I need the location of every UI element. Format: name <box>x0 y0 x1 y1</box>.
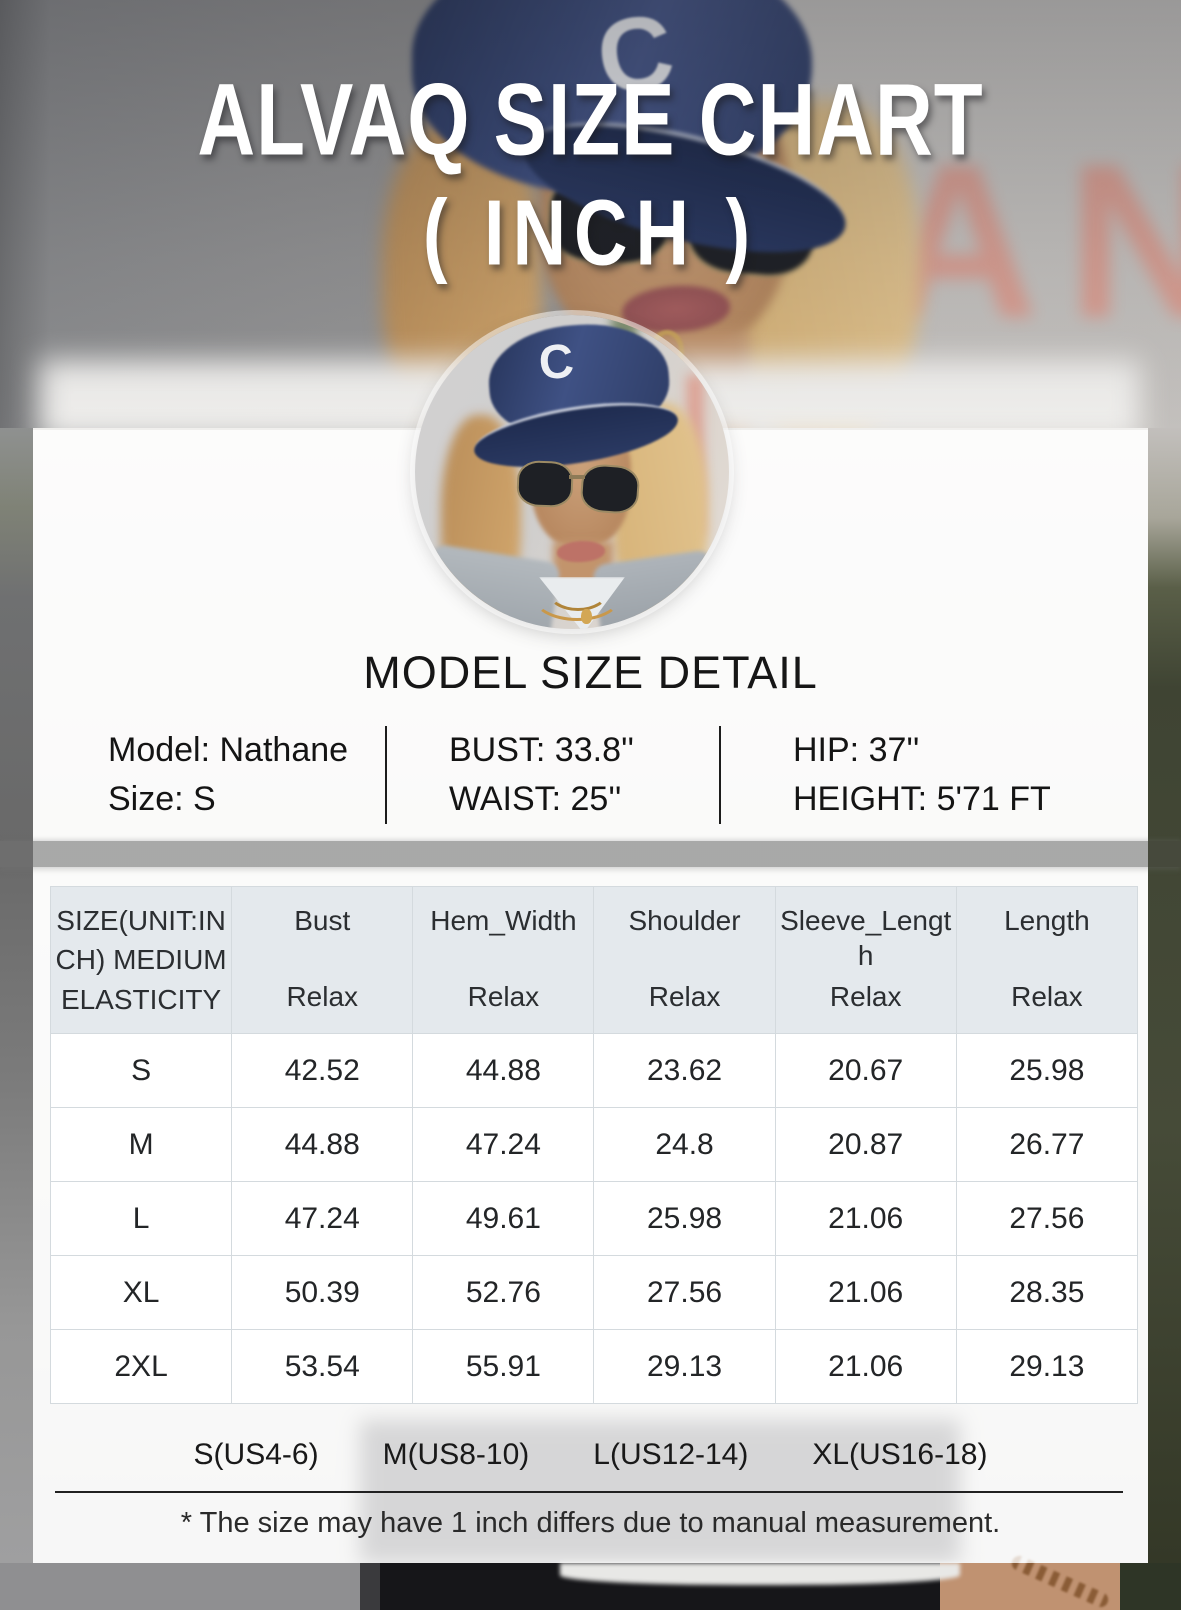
col-header-hem-width: Hem_Width Relax <box>412 886 595 1034</box>
circle-sunglasses-left-lens <box>516 460 574 508</box>
model-detail-col-hip-height: HIP: 37'' HEIGHT: 5'71 FT <box>719 726 1148 824</box>
table-row-2xl: 2XL 53.54 55.91 29.13 21.06 29.13 <box>49 1329 1139 1404</box>
model-size-detail-heading: MODEL SIZE DETAIL <box>363 647 818 698</box>
us-size-l: L(US12-14) <box>593 1438 749 1471</box>
fit-label: Relax <box>648 981 721 1012</box>
table-row-s: S 42.52 44.88 23.62 20.67 25.98 <box>49 1033 1139 1108</box>
table-row-l: L 47.24 49.61 25.98 21.06 27.56 <box>49 1181 1139 1256</box>
value-cell: 20.87 <box>774 1107 957 1182</box>
value-cell: 29.13 <box>593 1329 776 1404</box>
fit-label: Relax <box>1011 981 1083 1012</box>
col-name-length: Length <box>1004 905 1090 936</box>
us-size-xl: XL(US16-18) <box>812 1438 988 1471</box>
fit-label: Relax <box>467 981 540 1012</box>
value-cell: 21.06 <box>774 1181 957 1256</box>
storefront-sign-text: AN <box>880 120 1181 362</box>
value-cell: 27.56 <box>593 1255 776 1330</box>
size-label-cell: M <box>49 1107 233 1182</box>
unit-subtitle-text: ( INCH ) <box>422 180 759 285</box>
size-label-cell: 2XL <box>49 1329 233 1404</box>
value-cell: 24.8 <box>593 1107 776 1182</box>
model-detail-col-model: Model: Nathane Size: S <box>33 726 385 824</box>
value-cell: 44.88 <box>412 1033 595 1108</box>
value-cell: 49.61 <box>412 1181 595 1256</box>
value-cell: 21.06 <box>774 1329 957 1404</box>
model-detail-col-bust-waist: BUST: 33.8'' WAIST: 25'' <box>385 726 719 824</box>
circle-pendant <box>581 609 592 624</box>
model-photo-circle: C <box>415 315 729 629</box>
value-cell: 27.56 <box>955 1181 1139 1256</box>
fit-label: Relax <box>829 981 902 1012</box>
photo-right-margin <box>1148 428 1181 1563</box>
value-cell: 25.98 <box>955 1033 1139 1108</box>
col-header-bust: Bust Relax <box>231 886 414 1034</box>
page-title-text: ALVAQ SIZE CHART <box>197 62 984 177</box>
unit-subtitle: ( INCH ) <box>0 181 1181 285</box>
circle-necklace-inner <box>547 571 609 611</box>
model-detail-grid: Model: Nathane Size: S BUST: 33.8'' WAIS… <box>33 726 1148 824</box>
cap-letter: C <box>536 334 576 391</box>
model-name: Model: Nathane <box>108 731 349 769</box>
model-size: Size: S <box>108 780 216 818</box>
value-cell: 42.52 <box>231 1033 414 1108</box>
fit-label: Relax <box>286 981 359 1012</box>
col-header-length: Length Relax <box>955 886 1139 1034</box>
us-size-s: S(US4-6) <box>193 1438 319 1471</box>
value-cell: 23.62 <box>593 1033 776 1108</box>
col-header-size: SIZE(UNIT:INCH) MEDIUM ELASTICITY <box>49 886 233 1034</box>
us-size-m: M(US8-10) <box>382 1438 530 1471</box>
value-cell: 52.76 <box>412 1255 595 1330</box>
model-height: HEIGHT: 5'71 FT <box>793 780 1051 818</box>
circle-sunglasses-bridge <box>569 475 585 479</box>
value-cell: 53.54 <box>231 1329 414 1404</box>
value-cell: 21.06 <box>774 1255 957 1330</box>
model-waist: WAIST: 25'' <box>449 780 622 818</box>
table-row-m: M 44.88 47.24 24.8 20.87 26.77 <box>49 1107 1139 1182</box>
value-cell: 44.88 <box>231 1107 414 1182</box>
size-label-cell: L <box>49 1181 233 1256</box>
size-column-label: SIZE(UNIT:INCH) MEDIUM ELASTICITY <box>55 905 227 1015</box>
col-name-hem-width: Hem_Width <box>430 905 577 936</box>
photo-shirt-hem <box>560 1563 960 1585</box>
col-name-sleeve-length: Sleeve_Length <box>780 905 952 971</box>
measurement-footnote: * The size may have 1 inch differs due t… <box>180 1507 1001 1539</box>
value-cell: 47.24 <box>231 1181 414 1256</box>
value-cell: 25.98 <box>593 1181 776 1256</box>
value-cell: 55.91 <box>412 1329 595 1404</box>
table-row-xl: XL 50.39 52.76 27.56 21.06 28.35 <box>49 1255 1139 1330</box>
col-header-sleeve-length: Sleeve_Length Relax <box>774 886 957 1034</box>
size-chart-table: SIZE(UNIT:INCH) MEDIUM ELASTICITY Bust R… <box>49 886 1139 1404</box>
model-bust: BUST: 33.8'' <box>449 731 634 769</box>
size-label-cell: XL <box>49 1255 233 1330</box>
photo-gray-stripe <box>0 841 1181 867</box>
horizontal-divider <box>55 1491 1123 1493</box>
page-title: ALVAQ SIZE CHART <box>0 62 1181 176</box>
value-cell: 26.77 <box>955 1107 1139 1182</box>
size-label-cell: S <box>49 1033 233 1108</box>
model-hip: HIP: 37'' <box>793 731 920 769</box>
photo-left-margin <box>0 428 33 1563</box>
value-cell: 47.24 <box>412 1107 595 1182</box>
circle-sunglasses-right-lens <box>579 463 641 515</box>
value-cell: 28.35 <box>955 1255 1139 1330</box>
col-name-bust: Bust <box>294 905 351 936</box>
value-cell: 29.13 <box>955 1329 1139 1404</box>
table-header-row: SIZE(UNIT:INCH) MEDIUM ELASTICITY Bust R… <box>49 886 1139 1034</box>
circle-necklace-outer <box>531 567 623 621</box>
value-cell: 20.67 <box>774 1033 957 1108</box>
col-name-shoulder: Shoulder <box>628 905 741 936</box>
value-cell: 50.39 <box>231 1255 414 1330</box>
us-size-equivalents: S(US4-6) M(US8-10) L(US12-14) XL(US16-18… <box>33 1438 1148 1472</box>
col-header-shoulder: Shoulder Relax <box>593 886 776 1034</box>
